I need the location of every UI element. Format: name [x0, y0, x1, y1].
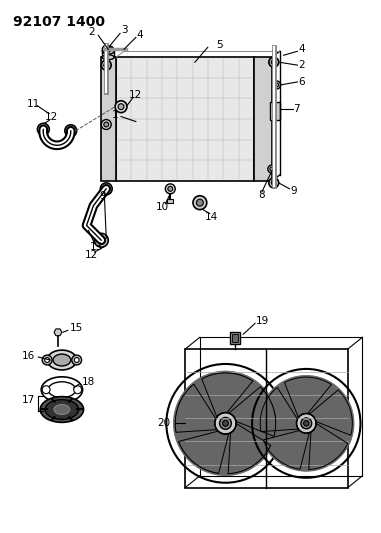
Circle shape — [273, 81, 281, 89]
Circle shape — [42, 386, 50, 394]
Circle shape — [100, 183, 112, 195]
Ellipse shape — [102, 55, 114, 60]
Circle shape — [268, 165, 276, 173]
Bar — [167, 199, 173, 203]
Text: 6: 6 — [298, 77, 305, 87]
Bar — [270, 102, 280, 119]
Text: 12: 12 — [129, 90, 142, 100]
Bar — [101, 57, 116, 181]
Text: 7: 7 — [293, 103, 300, 114]
Ellipse shape — [47, 350, 77, 370]
Ellipse shape — [45, 400, 78, 419]
Text: 2: 2 — [88, 28, 94, 37]
Text: 92107 1400: 92107 1400 — [13, 14, 105, 29]
Text: 4: 4 — [298, 44, 305, 54]
Circle shape — [215, 413, 236, 434]
Text: 5: 5 — [216, 41, 223, 50]
Circle shape — [173, 371, 277, 475]
Circle shape — [223, 421, 229, 426]
Text: 1: 1 — [112, 110, 118, 119]
Text: 10: 10 — [156, 201, 169, 212]
Ellipse shape — [54, 405, 70, 415]
Circle shape — [40, 126, 46, 132]
Text: 9: 9 — [290, 186, 297, 196]
Circle shape — [118, 104, 124, 110]
Circle shape — [45, 358, 50, 362]
Text: 3: 3 — [121, 26, 127, 36]
Text: 13: 13 — [90, 242, 103, 252]
Circle shape — [270, 167, 274, 171]
Bar — [200, 337, 362, 476]
Circle shape — [104, 63, 109, 68]
Circle shape — [193, 196, 207, 209]
Ellipse shape — [103, 46, 113, 51]
Circle shape — [42, 355, 52, 365]
Circle shape — [98, 237, 105, 244]
Text: 4: 4 — [136, 30, 143, 41]
Text: 11: 11 — [27, 99, 40, 109]
Circle shape — [74, 386, 82, 394]
Circle shape — [165, 184, 175, 194]
Circle shape — [101, 119, 111, 130]
Circle shape — [115, 101, 127, 112]
Bar — [116, 57, 254, 181]
Circle shape — [296, 414, 316, 433]
Circle shape — [168, 187, 173, 191]
Circle shape — [37, 123, 49, 135]
Circle shape — [269, 178, 279, 188]
Circle shape — [301, 418, 312, 429]
Ellipse shape — [40, 397, 83, 422]
Circle shape — [74, 358, 79, 362]
Text: 8: 8 — [259, 190, 265, 200]
Circle shape — [271, 60, 276, 64]
Text: 17: 17 — [22, 394, 35, 405]
Text: 12: 12 — [85, 250, 98, 260]
Bar — [254, 57, 272, 181]
Text: 9: 9 — [99, 191, 106, 201]
Circle shape — [104, 122, 109, 127]
Circle shape — [94, 233, 108, 247]
Circle shape — [102, 45, 110, 53]
Text: 16: 16 — [22, 351, 35, 361]
Bar — [231, 332, 240, 344]
Text: 14: 14 — [205, 212, 218, 222]
Circle shape — [219, 417, 231, 429]
Ellipse shape — [53, 354, 71, 366]
Ellipse shape — [48, 382, 76, 398]
Circle shape — [72, 355, 82, 365]
Bar — [185, 349, 348, 488]
Circle shape — [269, 57, 279, 67]
Circle shape — [65, 125, 77, 136]
Ellipse shape — [102, 49, 114, 54]
Text: 15: 15 — [70, 324, 83, 333]
Text: 20: 20 — [157, 418, 170, 429]
Polygon shape — [54, 329, 62, 336]
Text: 12: 12 — [45, 112, 58, 123]
Ellipse shape — [105, 47, 111, 50]
Circle shape — [304, 421, 309, 426]
Circle shape — [103, 186, 109, 192]
Bar — [232, 334, 238, 342]
Circle shape — [271, 180, 276, 185]
Text: 18: 18 — [82, 377, 95, 387]
Text: 19: 19 — [256, 317, 269, 326]
Circle shape — [101, 60, 111, 70]
Text: 2: 2 — [298, 60, 305, 70]
Circle shape — [68, 128, 74, 134]
Circle shape — [197, 199, 203, 206]
Circle shape — [259, 375, 354, 471]
Circle shape — [275, 83, 279, 87]
